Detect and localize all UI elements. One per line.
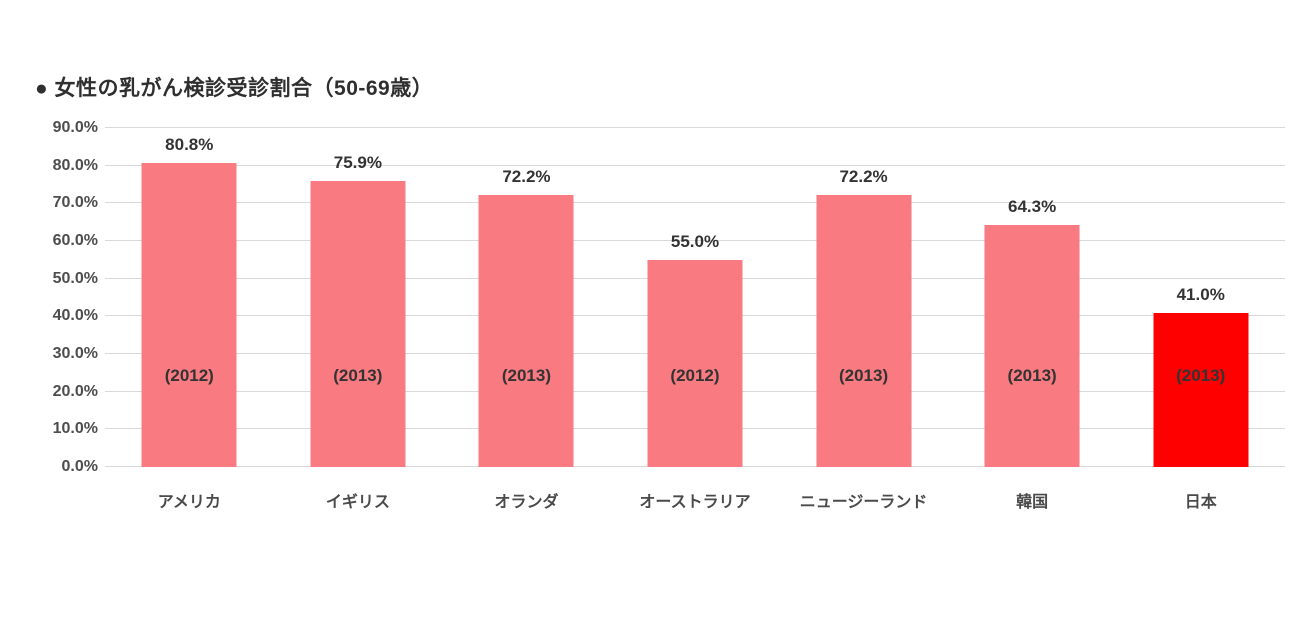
y-tick-label: 10.0% (52, 420, 98, 438)
bar-0: (2012) (141, 162, 237, 467)
bar-value-label: 55.0% (670, 231, 720, 251)
bar-slot: (2013) 72.2% (442, 128, 611, 467)
bar-3: (2012) (647, 259, 743, 467)
bar-value-label: 72.2% (839, 167, 888, 187)
x-axis-label-6: 日本 (1184, 494, 1217, 511)
bar-value-label: 75.9% (333, 153, 382, 173)
bar-year-label: (2013) (1176, 366, 1226, 385)
x-axis-label-1: イギリス (325, 494, 390, 511)
y-axis: 0.0% 10.0% 20.0% 30.0% 40.0% 50.0% 60.0% 70.0% 8… (0, 119, 98, 475)
bar-value-label: 64.3% (1008, 196, 1057, 216)
bar-5: (2013) (984, 224, 1080, 467)
y-tick-label: 70.0% (52, 194, 98, 212)
bar-slot: (2013) 72.2% (779, 128, 948, 467)
bar-year-label: (2013) (501, 366, 551, 385)
bar-year-label: (2013) (333, 366, 383, 385)
y-tick-label: 20.0% (52, 382, 98, 400)
y-tick-label: 50.0% (52, 269, 98, 287)
y-tick-label: 0.0% (61, 458, 98, 475)
bar-slot: (2013) 64.3% (948, 128, 1117, 467)
y-tick-label: 40.0% (52, 307, 98, 325)
x-axis-label-0: アメリカ (157, 494, 221, 511)
bar-2: (2013) (478, 195, 574, 467)
bar-year-label: (2013) (838, 366, 889, 385)
bar-6: (2013) (1153, 312, 1249, 467)
gridline (105, 164, 1285, 166)
bar-slot: (2013) 75.9% (274, 128, 443, 467)
gridline (105, 240, 1285, 241)
bar-value-label: 41.0% (1176, 284, 1225, 304)
x-axis-label-4: ニュージーランド (799, 494, 928, 511)
gridline (105, 202, 1285, 204)
y-tick-label: 80.0% (52, 156, 98, 174)
gridline (105, 127, 1285, 128)
bar-4: (2013) (816, 195, 912, 467)
bar-year-label: (2012) (164, 366, 214, 385)
bar-year-label: (2012) (670, 366, 720, 385)
x-axis-label-5: 韓国 (1016, 494, 1049, 511)
y-tick-label: 30.0% (52, 345, 98, 362)
y-tick-label: 90.0% (52, 119, 98, 136)
bar-slot: (2012) 80.8% (105, 128, 274, 467)
x-axis: アメリカ イギリス オランダ オーストラリア ニュージーランド 韓国 日本 (105, 468, 1285, 512)
x-axis-label-3: オーストラリア (639, 494, 751, 511)
bar-1: (2013) (310, 181, 406, 467)
plot-area: (2012) 80.8% (2013) 75.9% (2013) 72.2% (2012) 5… (105, 127, 1285, 467)
bar-value-label: 72.2% (502, 167, 551, 187)
bar-value-label: 80.8% (165, 134, 214, 154)
bar-year-label: (2013) (1007, 366, 1057, 385)
bar-slot: (2013) 41.0% (1116, 128, 1285, 467)
chart-title: ● 女性の乳がん検診受診割合（50-69歳） (35, 77, 434, 100)
bar-slot: (2012) 55.0% (611, 128, 780, 467)
y-tick-label: 60.0% (52, 232, 98, 249)
x-axis-label-2: オランダ (494, 494, 559, 511)
